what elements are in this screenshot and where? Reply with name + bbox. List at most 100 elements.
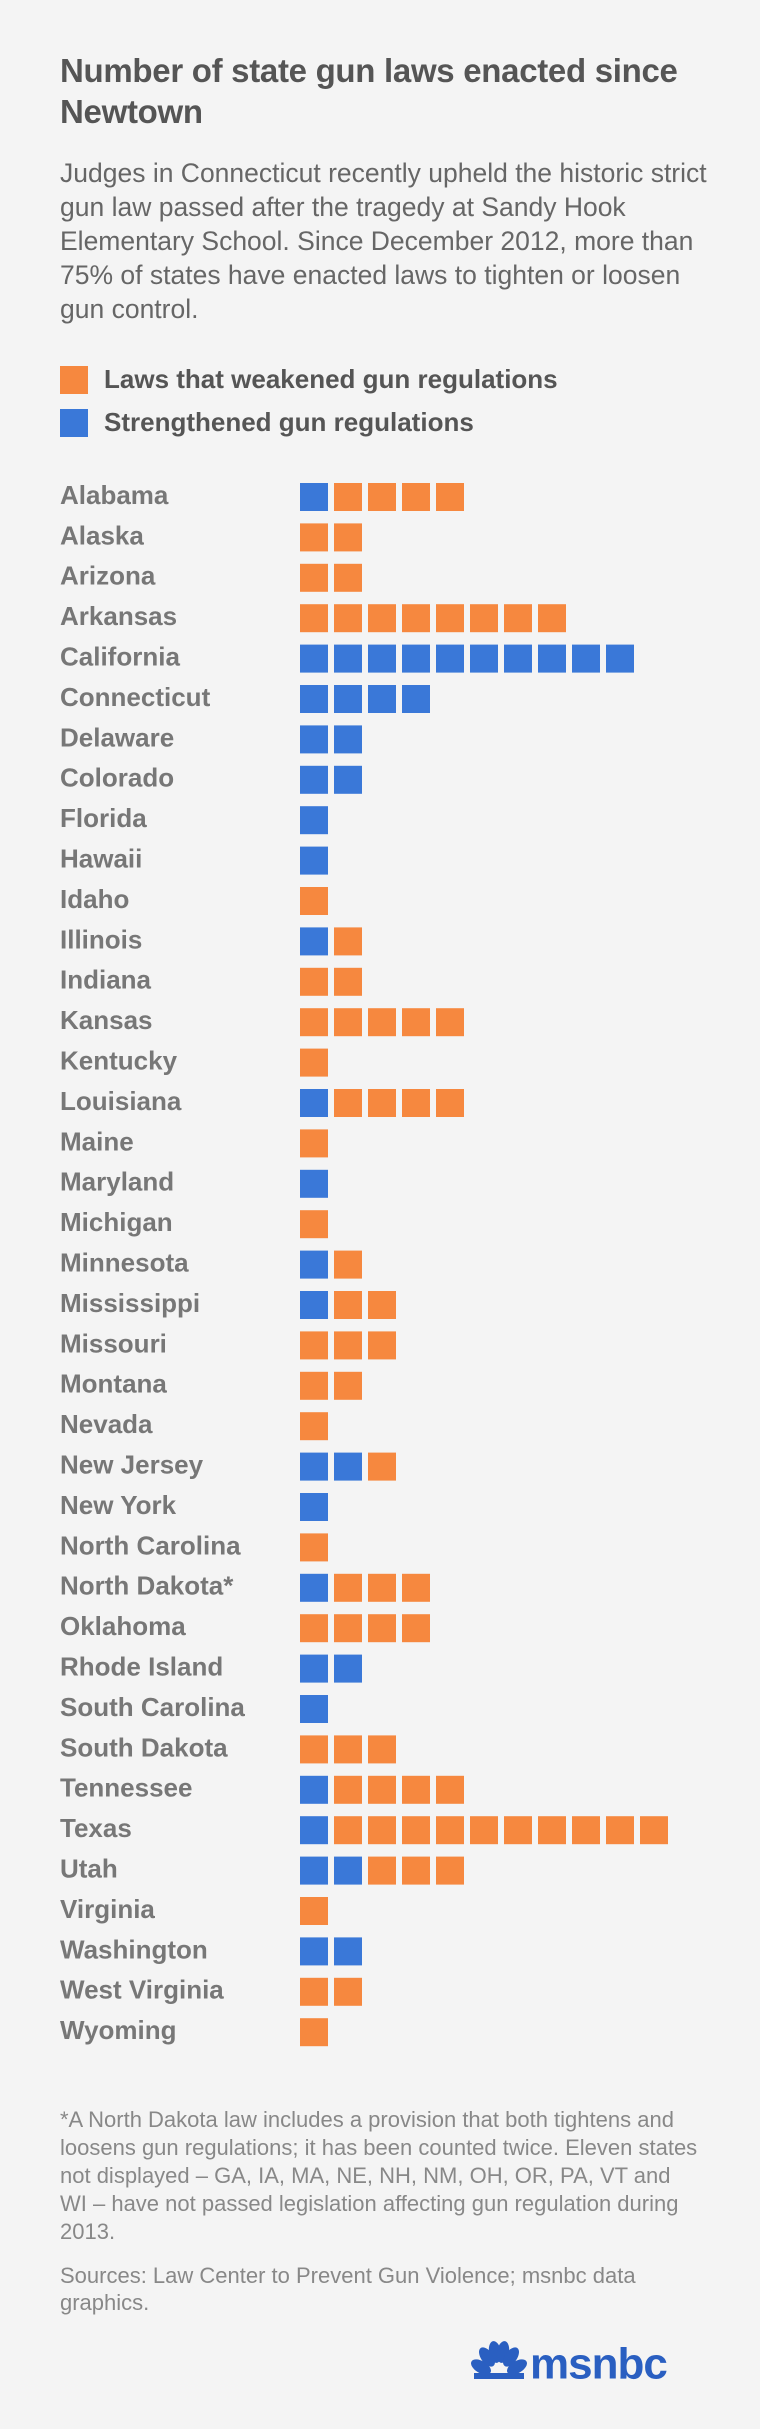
row-label: California: [60, 641, 180, 671]
unit-square: [300, 1250, 328, 1279]
unit-square: [300, 806, 328, 835]
unit-group: [300, 1371, 362, 1400]
unit-square: [402, 644, 430, 673]
unit-square: [368, 604, 396, 633]
unit-square: [606, 644, 634, 673]
unit-square: [300, 483, 328, 511]
unit-square: [300, 1008, 328, 1037]
row-label: New York: [60, 1490, 177, 1520]
unit-group: [334, 1291, 396, 1319]
unit-square: [300, 1856, 328, 1885]
unit-square: [334, 483, 362, 511]
unit-square: [334, 1654, 362, 1683]
legend-label: Laws that weakened gun regulations: [104, 364, 558, 394]
unit-square: [402, 604, 430, 633]
row-label: Kansas: [60, 1005, 153, 1035]
row-label: New Jersey: [60, 1449, 204, 1479]
row-label: Colorado: [60, 763, 174, 793]
unit-square: [470, 604, 498, 633]
unit-group: [334, 1775, 464, 1804]
unit-square: [334, 1291, 362, 1319]
unit-group: [300, 927, 328, 956]
unit-square: [334, 1977, 362, 2006]
unit-square: [334, 604, 362, 633]
unit-group: [334, 1573, 430, 1602]
unit-group: [368, 1856, 464, 1885]
unit-square: [334, 967, 362, 996]
row-label: Tennessee: [60, 1773, 192, 1803]
unit-square: [368, 483, 396, 511]
row-label: South Dakota: [60, 1732, 228, 1762]
unit-square: [368, 1816, 396, 1845]
unit-square: [334, 1816, 362, 1845]
row-label: Delaware: [60, 722, 174, 752]
unit-group: [300, 1291, 328, 1319]
chart-title: Number of state gun laws enacted since N…: [60, 52, 678, 130]
legend-item: Laws that weakened gun regulations: [60, 358, 558, 401]
unit-square: [300, 846, 328, 875]
row-label: Louisiana: [60, 1086, 182, 1116]
unit-square: [368, 1291, 396, 1319]
unit-group: [300, 1533, 328, 1562]
unit-group: [300, 563, 362, 592]
unit-square: [300, 2018, 328, 2047]
unit-square: [300, 927, 328, 956]
unit-square: [402, 685, 430, 713]
footnote: *A North Dakota law includes a provision…: [60, 2107, 698, 2244]
legend-item: Strengthened gun regulations: [60, 401, 558, 444]
unit-group: [300, 1412, 328, 1441]
unit-square: [300, 1089, 328, 1117]
unit-group: [300, 1897, 328, 1925]
unit-group: [300, 1008, 464, 1037]
unit-square: [334, 765, 362, 794]
row-label: Alabama: [60, 480, 169, 510]
unit-group: [300, 483, 328, 511]
unit-group: [300, 644, 634, 673]
unit-square: [300, 1533, 328, 1562]
unit-square: [436, 483, 464, 511]
unit-square: [334, 1452, 362, 1481]
unit-square: [334, 1089, 362, 1117]
unit-square: [300, 1048, 328, 1077]
row-label: Minnesota: [60, 1247, 189, 1277]
unit-group: [300, 1452, 362, 1481]
row-label: Hawaii: [60, 843, 142, 873]
unit-square: [572, 1816, 600, 1845]
unit-group: [300, 1654, 362, 1683]
row-label: Virginia: [60, 1894, 155, 1924]
unit-square: [334, 725, 362, 754]
unit-square: [300, 604, 328, 633]
unit-group: [300, 887, 328, 915]
unit-square: [300, 1331, 328, 1360]
unit-square: [368, 1614, 396, 1643]
unit-square: [300, 1452, 328, 1481]
unit-square: [402, 1573, 430, 1602]
unit-square: [334, 1614, 362, 1643]
unit-group: [300, 846, 328, 875]
unit-square: [368, 1452, 396, 1481]
row-label: Mississippi: [60, 1288, 200, 1318]
row-label: Arizona: [60, 561, 156, 591]
unit-square: [402, 1816, 430, 1845]
unit-square: [436, 1008, 464, 1037]
unit-square: [300, 887, 328, 915]
unit-square: [368, 1775, 396, 1804]
unit-square: [334, 1856, 362, 1885]
unit-square: [300, 1614, 328, 1643]
unit-square: [470, 644, 498, 673]
unit-square: [368, 644, 396, 673]
unit-group: [334, 1250, 362, 1279]
unit-group: [334, 927, 362, 956]
row-label: Maine: [60, 1126, 134, 1156]
unit-square: [504, 644, 532, 673]
unit-square: [436, 604, 464, 633]
unit-square: [300, 967, 328, 996]
unit-square: [300, 1129, 328, 1158]
unit-group: [300, 1089, 328, 1117]
row-label: North Carolina: [60, 1530, 241, 1560]
unit-square: [300, 1735, 328, 1764]
row-label: Alaska: [60, 520, 144, 550]
unit-square: [538, 1816, 566, 1845]
unit-square: [300, 765, 328, 794]
chart: Alabama Alaska Arizona Arkansas California Co…: [60, 480, 668, 2047]
